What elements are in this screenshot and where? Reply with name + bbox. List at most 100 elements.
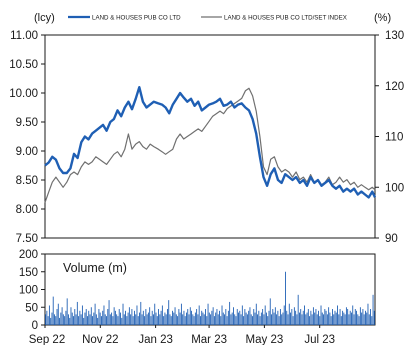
volume-bar xyxy=(184,316,186,326)
volume-bar xyxy=(286,310,288,325)
volume-bar xyxy=(56,309,58,325)
volume-bar xyxy=(159,314,161,325)
volume-bar xyxy=(373,310,375,325)
volume-bar xyxy=(325,310,327,325)
volume-bar xyxy=(259,316,261,326)
left-tick-label: 10.00 xyxy=(9,88,38,100)
price-lines xyxy=(44,86,377,203)
volume-bar xyxy=(353,314,355,325)
volume-bar xyxy=(222,312,224,325)
volume-bar xyxy=(217,314,219,325)
volume-bar xyxy=(348,314,350,325)
volume-bar xyxy=(135,314,137,325)
volume-bar xyxy=(268,310,270,325)
volume-bar xyxy=(371,316,373,326)
volume-bar xyxy=(258,310,260,325)
volume-bar xyxy=(62,314,64,325)
volume-bar xyxy=(50,317,52,325)
volume-bar xyxy=(216,309,218,325)
volume-bar xyxy=(370,309,371,325)
volume-bar xyxy=(255,303,257,325)
x-tick-label: Nov 22 xyxy=(82,334,118,345)
left-tick-label: 7.50 xyxy=(16,233,38,245)
volume-bar xyxy=(95,314,97,325)
volume-bar xyxy=(338,314,340,325)
volume-bar xyxy=(292,316,294,326)
volume-bar xyxy=(272,309,274,325)
volume-bar xyxy=(248,310,250,325)
volume-bar xyxy=(121,317,123,325)
volume-bar xyxy=(107,309,109,325)
volume-bar xyxy=(179,312,181,325)
volume-bar xyxy=(117,316,119,326)
volume-bar xyxy=(83,317,85,325)
volume-bar xyxy=(221,305,223,325)
volume-bar xyxy=(136,305,138,325)
volume-bar xyxy=(108,300,110,325)
volume-bar xyxy=(54,314,55,325)
volume-bar xyxy=(211,310,213,325)
volume-bar xyxy=(139,312,140,325)
volume-bar xyxy=(210,314,212,325)
x-tick-label: May 23 xyxy=(246,334,284,345)
volume-bar xyxy=(206,316,208,326)
volume-bar xyxy=(163,316,165,326)
volume-bar xyxy=(99,312,101,325)
volume-bar xyxy=(335,312,337,325)
left-axis-unit: (lcy) xyxy=(34,12,55,24)
volume-bar xyxy=(238,312,239,325)
volume-bar xyxy=(200,316,201,326)
volume-bar xyxy=(366,312,368,325)
volume-bar xyxy=(318,310,319,325)
volume-bar xyxy=(197,314,199,325)
volume-bar xyxy=(89,314,91,325)
volume-bar xyxy=(153,314,154,325)
volume-bar xyxy=(141,314,143,325)
volume-bar xyxy=(201,310,203,325)
volume-bar xyxy=(151,310,153,325)
volume-bar xyxy=(235,316,237,326)
volume-bar xyxy=(104,314,106,325)
volume-bar xyxy=(293,307,295,325)
volume-bar xyxy=(257,314,258,325)
volume-bar xyxy=(134,310,135,325)
volume-bar xyxy=(333,314,335,325)
right-tick-label: 130 xyxy=(385,30,404,42)
volume-bar xyxy=(319,316,321,326)
volume-bar xyxy=(326,314,328,325)
volume-bar xyxy=(94,303,96,325)
volume-bar xyxy=(172,310,173,325)
volume-bar xyxy=(283,305,285,325)
volume-bar xyxy=(328,307,330,325)
volume-bar xyxy=(60,312,62,325)
left-tick-label: 8.00 xyxy=(16,204,38,216)
volume-bar xyxy=(343,312,345,325)
volume-bar xyxy=(47,316,49,326)
volume-bar xyxy=(127,312,129,325)
volume-bar xyxy=(357,314,359,325)
volume-bar xyxy=(88,310,90,325)
volume-bar xyxy=(230,314,232,325)
volume-bar xyxy=(281,314,283,325)
volume-bar xyxy=(144,316,146,326)
volume-bar xyxy=(112,316,114,326)
volume-tick-label: 150 xyxy=(19,267,38,279)
volume-bar xyxy=(106,316,107,326)
volume-bar xyxy=(154,303,156,325)
volume-bar xyxy=(291,309,293,325)
volume-bar xyxy=(290,312,291,325)
volume-bar xyxy=(351,312,352,325)
right-axis: 90 100 110 120 130 xyxy=(375,30,404,245)
volume-bar xyxy=(178,309,180,325)
volume-bar xyxy=(316,314,318,325)
volume-bar xyxy=(80,314,82,325)
volume-bar xyxy=(279,309,281,325)
volume-bar xyxy=(194,312,196,325)
volume-bar xyxy=(368,314,370,325)
volume-bar xyxy=(132,316,134,326)
volume-bar xyxy=(69,317,71,325)
volume-bar xyxy=(61,307,63,325)
volume-bar xyxy=(234,314,236,325)
volume-bar xyxy=(114,310,116,325)
